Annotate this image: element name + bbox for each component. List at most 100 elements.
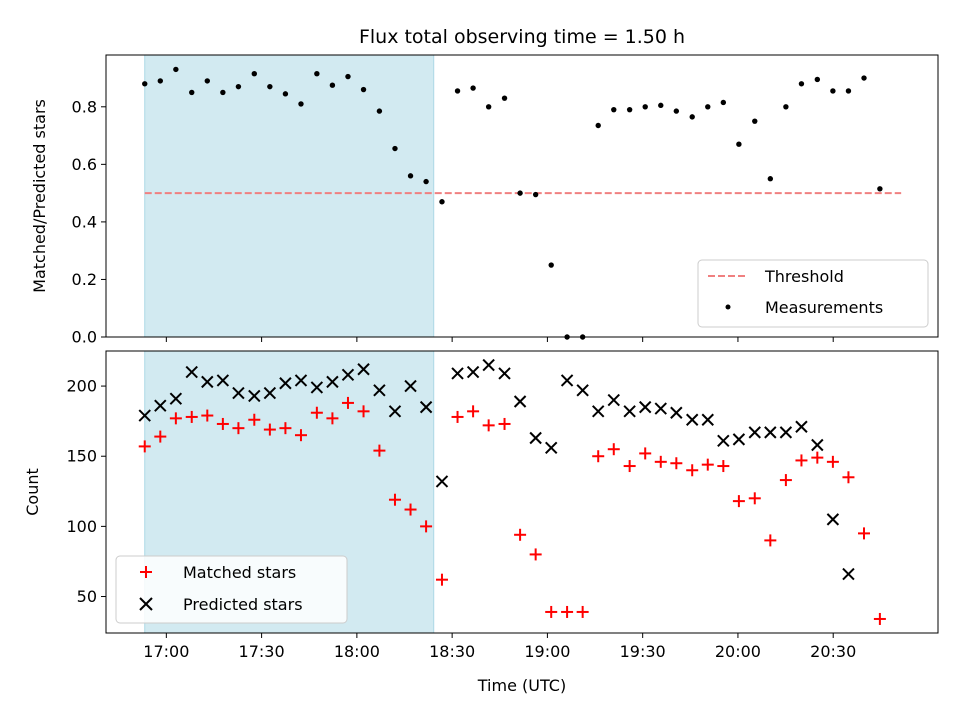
predicted-star-point xyxy=(263,386,277,400)
measurement-point xyxy=(485,104,492,110)
predicted-star-point xyxy=(373,384,386,397)
matched-stars-points xyxy=(138,396,886,625)
measurement-point xyxy=(157,78,164,84)
matched-star-point xyxy=(858,527,871,540)
predicted-legend-swatch xyxy=(139,597,153,611)
predicted-star-point xyxy=(592,405,605,418)
x-tick-label: 20:00 xyxy=(715,642,761,661)
count-x-ticks: 17:00 17:30 18:00 18:30 19:00 19:30 20:00 20:30 xyxy=(143,633,856,661)
matched-star-point xyxy=(373,444,386,457)
measurement-point xyxy=(517,190,523,196)
matched-star-point xyxy=(576,605,589,618)
x-tick-label: 19:00 xyxy=(524,642,570,661)
predicted-star-point xyxy=(748,426,761,439)
measurement-point xyxy=(845,88,852,94)
measurement-point xyxy=(220,89,226,96)
matched-star-point xyxy=(498,417,511,430)
measurement-point xyxy=(267,83,273,90)
matched-star-point xyxy=(404,503,417,516)
matched-star-point xyxy=(279,422,292,435)
y-tick-label: 100 xyxy=(66,517,97,536)
matched-legend-swatch xyxy=(140,566,152,578)
predicted-star-point xyxy=(529,431,542,445)
y-tick-label: 200 xyxy=(66,377,97,396)
predicted-star-point xyxy=(560,374,574,387)
predicted-star-point xyxy=(388,405,402,418)
matched-star-point xyxy=(670,457,683,470)
measurement-point xyxy=(376,108,383,114)
measurement-points xyxy=(142,66,883,340)
matched-star-point xyxy=(514,528,527,541)
y-tick-label: 0.8 xyxy=(72,97,97,116)
predicted-star-point xyxy=(732,433,746,446)
matched-star-point xyxy=(185,410,198,423)
matched-star-point xyxy=(717,460,730,473)
predicted-star-point xyxy=(607,393,620,407)
matched-star-point xyxy=(138,440,151,453)
predicted-star-point xyxy=(717,434,730,447)
measurement-point xyxy=(532,191,539,198)
measurement-point xyxy=(251,71,257,77)
measurement-point xyxy=(783,104,789,110)
matched-star-point xyxy=(529,548,542,561)
measurement-point xyxy=(298,101,304,107)
y-tick-label: 0.0 xyxy=(72,328,97,347)
matched-star-point xyxy=(326,412,339,425)
predicted-star-point xyxy=(357,363,370,376)
x-tick-label: 18:30 xyxy=(429,642,475,661)
predicted-legend-label: Predicted stars xyxy=(183,595,303,614)
measurement-point xyxy=(861,75,867,81)
x-tick-label: 19:30 xyxy=(620,642,666,661)
predicted-star-point xyxy=(419,400,433,414)
matched-star-point xyxy=(607,443,620,456)
measurement-point xyxy=(173,66,179,73)
measurement-point xyxy=(814,76,821,83)
measurement-point xyxy=(345,73,351,80)
matched-star-point xyxy=(435,573,448,586)
matched-star-point xyxy=(545,605,558,618)
matched-star-point xyxy=(216,417,229,430)
matched-star-point xyxy=(779,474,792,487)
measurement-point xyxy=(595,122,601,129)
ratio-legend-box xyxy=(697,259,929,328)
ratio-y-axis-label: Matched/Predicted stars xyxy=(30,99,49,293)
predicted-star-point xyxy=(482,358,495,372)
measurement-point xyxy=(454,88,461,94)
predicted-stars-points xyxy=(138,358,855,581)
matched-star-point xyxy=(873,612,886,625)
ratio-x-ticks xyxy=(165,337,834,342)
matched-star-point xyxy=(248,413,261,426)
measurement-point xyxy=(204,78,211,84)
measurement-point xyxy=(470,85,476,91)
ratio-axes-frame xyxy=(105,54,939,338)
y-tick-label: 0.2 xyxy=(72,270,97,289)
x-tick-label: 18:00 xyxy=(334,642,380,661)
measurement-point xyxy=(439,199,445,205)
matched-star-point xyxy=(732,495,745,508)
measurements-legend-swatch xyxy=(725,304,731,310)
measurement-point xyxy=(189,89,195,96)
matched-star-point xyxy=(795,454,808,467)
matched-star-point xyxy=(482,419,495,432)
chart-title: Flux total observing time = 1.50 h xyxy=(359,26,685,48)
predicted-star-point xyxy=(701,413,714,426)
x-axis-label: Time (UTC) xyxy=(477,676,566,695)
matched-star-point xyxy=(811,451,824,464)
predicted-star-point xyxy=(310,381,324,394)
measurement-point xyxy=(877,186,883,192)
matched-star-point xyxy=(310,406,323,419)
matched-legend-label: Matched stars xyxy=(183,563,296,582)
measurement-point xyxy=(611,106,617,113)
count-y-axis-label: Count xyxy=(23,468,42,516)
predicted-star-point xyxy=(248,389,261,403)
predicted-star-point xyxy=(795,420,808,433)
matched-star-point xyxy=(451,410,464,423)
predicted-star-point xyxy=(498,367,511,380)
measurement-point xyxy=(767,176,774,182)
ratio-panel: 0.00.20.40.60.8 Matched/Predicted stars … xyxy=(30,54,939,347)
x-tick-label: 17:00 xyxy=(143,642,189,661)
matched-star-point xyxy=(388,493,401,506)
measurement-point xyxy=(752,118,758,124)
measurement-point xyxy=(689,114,695,120)
